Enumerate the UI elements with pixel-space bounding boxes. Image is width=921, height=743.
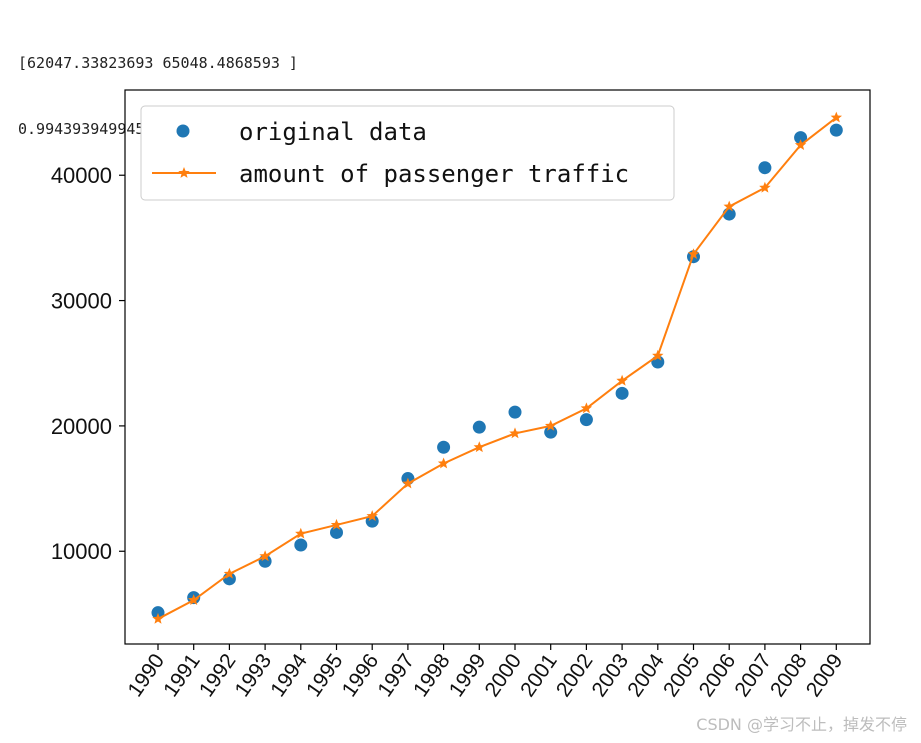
legend-label-passenger-traffic: amount of passenger traffic (239, 160, 629, 188)
passenger-traffic-point (509, 427, 521, 439)
legend-marker-passenger-traffic (178, 167, 190, 178)
passenger-traffic-point (652, 349, 664, 361)
x-tick-label: 1991 (159, 650, 205, 701)
watermark: CSDN @学习不止，掉发不停 (696, 715, 907, 734)
passenger-traffic-point (580, 402, 593, 414)
y-tick-label: 30000 (51, 289, 112, 314)
x-tick-label: 2007 (730, 650, 776, 701)
x-tick-label: 2008 (766, 650, 812, 701)
console-output: [62047.33823693 65048.4868593 ] 0.994393… (18, 8, 298, 162)
y-tick-label: 40000 (51, 163, 112, 188)
x-tick-label: 1997 (373, 650, 419, 701)
passenger-traffic-point (223, 567, 236, 579)
x-tick-label: 2002 (552, 650, 598, 701)
x-tick-label: 1992 (195, 650, 241, 701)
passenger-traffic-point (187, 594, 200, 605)
original-data-point (330, 525, 343, 539)
original-data-point (472, 420, 486, 434)
x-tick-label: 1993 (231, 650, 277, 701)
original-data-point (508, 405, 522, 419)
passenger-traffic-point (259, 550, 271, 562)
x-tick-label: 1994 (266, 649, 312, 701)
legend-label-original-data: original data (239, 118, 427, 146)
y-tick-label: 20000 (51, 414, 112, 439)
y-axis: 10000 20000 30000 40000 (51, 163, 125, 564)
passenger-traffic-point (723, 200, 735, 212)
r-squared-output: 0.994393949945685 (18, 120, 172, 138)
legend-box (140, 105, 675, 201)
passenger-traffic-line (157, 116, 837, 620)
x-tick-label: 1999 (445, 650, 491, 701)
passenger-traffic-point (330, 518, 343, 530)
passenger-traffic-point (152, 612, 164, 624)
x-tick-label: 2003 (588, 650, 634, 701)
x-tick-label: 2000 (480, 650, 526, 701)
original-data-point (829, 123, 843, 137)
passenger-traffic-point (759, 181, 771, 193)
legend: original data amount of passenger traffi… (140, 105, 675, 201)
x-tick-label: 1995 (302, 650, 348, 701)
passenger-traffic-point (473, 441, 486, 453)
passenger-traffic-point (794, 139, 807, 150)
series-layer (151, 111, 843, 624)
x-tick-label: 1996 (338, 650, 384, 701)
x-tick-label: 2004 (623, 649, 669, 701)
passenger-traffic-point (295, 527, 307, 539)
x-tick-label: 2006 (695, 650, 741, 701)
passenger-traffic-point (366, 510, 378, 522)
x-tick-label: 1990 (123, 650, 169, 701)
original-data-point (437, 440, 451, 454)
coefficients-output: [62047.33823693 65048.4868593 ] (18, 54, 298, 72)
original-data-point (615, 386, 629, 400)
passenger-traffic-point (687, 248, 700, 260)
passenger-traffic-point (616, 374, 628, 386)
original-data-point (758, 161, 772, 175)
original-data-point (294, 538, 308, 552)
x-axis: 1990199119921993199419951996199719981999… (123, 644, 847, 701)
original-data-point (544, 425, 558, 439)
original-data-point (151, 606, 165, 620)
x-tick-label: 2009 (802, 650, 848, 701)
x-tick-label: 2005 (659, 650, 705, 701)
original-data-point (579, 413, 593, 427)
x-tick-label: 2001 (516, 650, 562, 701)
passenger-traffic-point (402, 477, 414, 489)
passenger-traffic-point (830, 111, 843, 123)
passenger-traffic-point (544, 419, 557, 431)
legend-marker-original-data (176, 124, 190, 138)
original-data-point (794, 131, 808, 145)
x-tick-label: 1998 (409, 650, 455, 701)
plot-frame (124, 89, 871, 645)
passenger-traffic-point (437, 457, 450, 469)
y-tick-label: 10000 (51, 539, 112, 564)
